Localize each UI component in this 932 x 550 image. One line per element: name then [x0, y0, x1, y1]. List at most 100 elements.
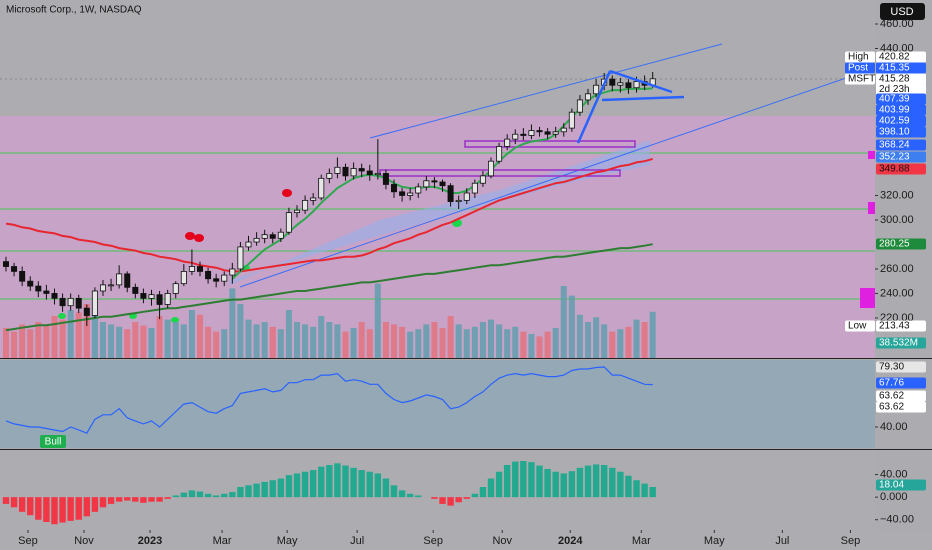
candle-body: [391, 184, 398, 193]
histogram-bar: [544, 468, 551, 498]
y-tick-label: 460.00: [880, 18, 914, 30]
candle-body: [334, 166, 341, 174]
candle-body: [568, 111, 575, 129]
volume-bar: [641, 322, 648, 358]
candle-body: [431, 180, 438, 183]
volume-bar: [334, 324, 341, 358]
volume-bar: [310, 326, 317, 358]
price-tag: [876, 62, 926, 74]
price-tag: [876, 479, 926, 491]
volume-bar: [512, 326, 519, 358]
volume-bar: [221, 329, 228, 358]
candle-body: [253, 237, 260, 243]
price-tag-label: 63.62: [879, 391, 904, 402]
candle-body: [585, 93, 592, 101]
tag-name-box: [845, 62, 875, 74]
volume-bar: [544, 331, 551, 358]
volume-bar: [2, 328, 9, 358]
candle-body: [277, 231, 284, 239]
histogram-bar: [617, 471, 624, 498]
volume-bar: [19, 324, 26, 358]
candle-body: [407, 192, 414, 196]
histogram-bar: [124, 497, 131, 501]
price-tag: [876, 238, 926, 250]
candle-body: [51, 293, 58, 299]
histogram-bar: [318, 466, 325, 498]
volume-bar: [528, 334, 535, 358]
x-tick-label: Sep: [18, 535, 38, 547]
histogram-bar: [269, 480, 276, 498]
price-tag-label: 402.59: [879, 116, 910, 127]
currency-button[interactable]: [880, 3, 925, 20]
histogram-bar: [107, 497, 115, 504]
candle-body: [576, 99, 583, 113]
volume-bar: [245, 319, 252, 358]
candle-body: [108, 284, 115, 287]
candle-body: [366, 170, 373, 176]
histogram-bar: [512, 461, 519, 498]
y-tick-label: 0.000: [880, 491, 908, 503]
volume-bar: [43, 325, 50, 358]
price-tag: [876, 126, 926, 138]
macd-pane: [0, 450, 875, 532]
histogram-bar: [350, 467, 357, 498]
histogram-bar: [27, 497, 34, 516]
histogram-bar: [75, 497, 82, 520]
volume-bar: [277, 329, 284, 358]
volume-bar: [99, 322, 106, 358]
volume-bar: [229, 288, 236, 358]
volume-bar: [415, 329, 422, 358]
volume-bar: [585, 322, 592, 358]
volume-bar: [342, 331, 349, 358]
y-tick-label: 40.00: [880, 468, 908, 480]
volume-bar: [560, 286, 567, 358]
candle-body: [512, 133, 519, 140]
volume-bar: [552, 328, 559, 358]
histogram-bar: [503, 464, 511, 498]
volume-bar: [124, 329, 131, 358]
volume-bar: [439, 328, 446, 358]
volume-bar: [11, 331, 18, 358]
histogram-bar: [229, 492, 236, 498]
histogram-bar: [471, 493, 479, 498]
histogram-bar: [487, 478, 495, 498]
volume-bar: [172, 322, 179, 358]
volume-bar: [180, 324, 187, 358]
price-tag-label: 79.30: [879, 362, 904, 373]
currency[interactable]: USD: [890, 6, 913, 18]
volume-bar: [488, 319, 495, 358]
price-tag-label: 403.99: [879, 105, 910, 116]
candle-body: [479, 175, 486, 184]
price-tag-label: 63.62: [879, 402, 904, 413]
volume-bar: [294, 322, 301, 358]
volume-bar: [237, 304, 244, 358]
histogram-bar: [115, 497, 123, 502]
histogram-bar: [196, 491, 204, 498]
volume-bar: [358, 322, 365, 358]
histogram-bar: [649, 486, 656, 498]
histogram-bar: [277, 478, 285, 498]
tag-name: High: [848, 52, 869, 63]
histogram-bar: [293, 473, 301, 498]
volume-bar: [156, 316, 163, 358]
volume-bar: [520, 331, 527, 358]
histogram-bar: [382, 478, 390, 498]
price-tag: [876, 377, 926, 389]
volume-bar: [463, 329, 470, 358]
x-tick-label: Sep: [841, 535, 861, 547]
histogram-bar: [455, 497, 462, 503]
histogram-bar: [18, 497, 26, 512]
price-tag: [876, 337, 926, 349]
histogram-bar: [301, 471, 309, 498]
y-tick-label: −40.00: [880, 514, 914, 526]
volume-bar: [213, 331, 220, 358]
volume-bar: [132, 322, 139, 358]
histogram-bar: [406, 493, 414, 498]
zone: [0, 116, 875, 358]
candle-body: [536, 130, 543, 133]
price-tag-label: 398.10: [879, 127, 910, 138]
volume-bar: [399, 326, 406, 358]
y-tick-label: 260.00: [880, 263, 914, 275]
